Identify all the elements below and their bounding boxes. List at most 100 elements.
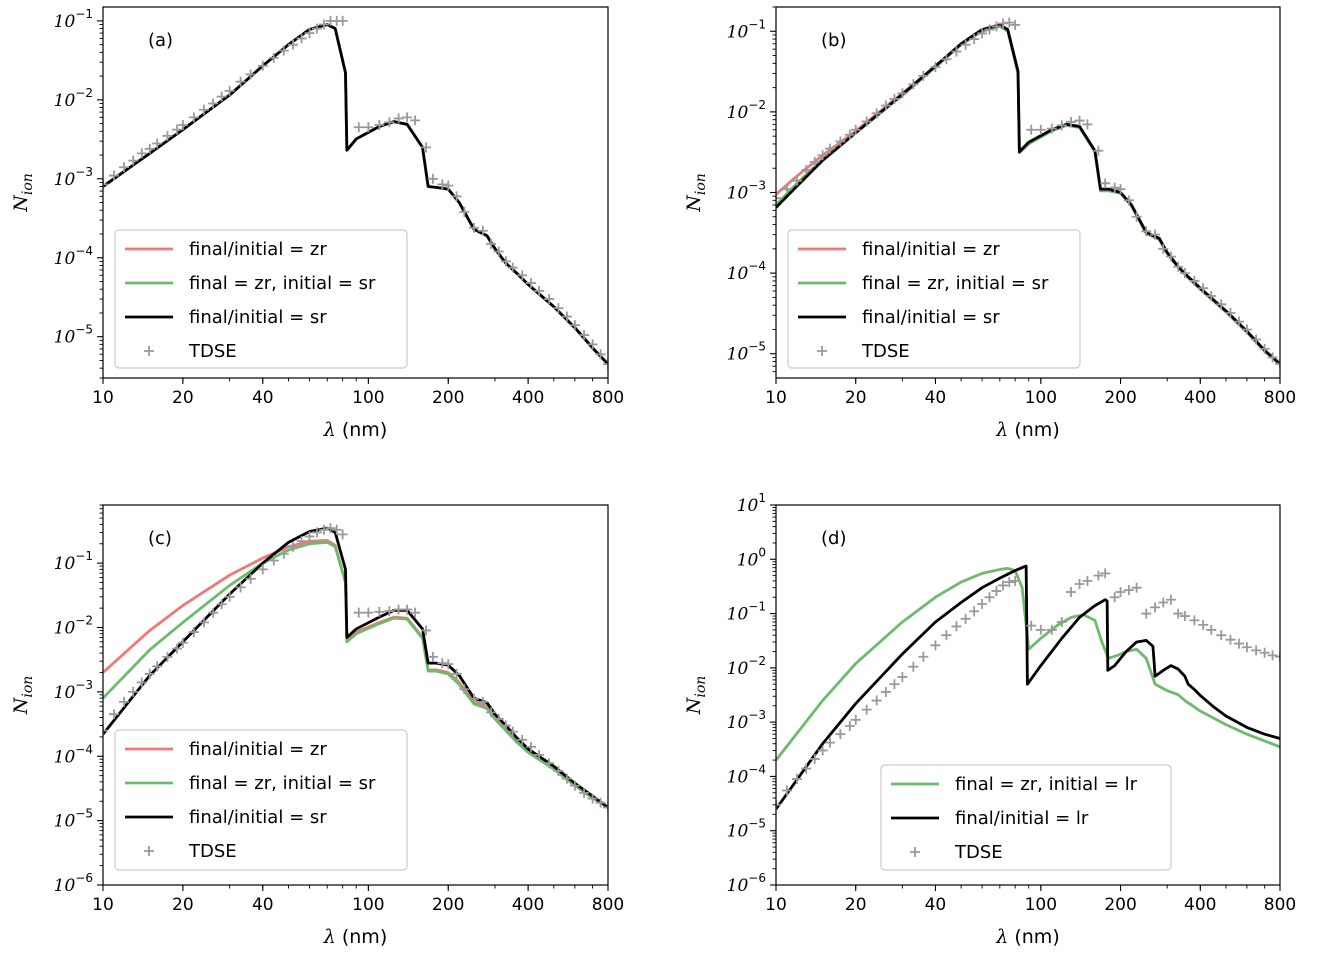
data-point (1100, 178, 1111, 189)
legend-label: final/initial = sr (189, 307, 327, 328)
data-point (579, 330, 590, 341)
data-point (136, 677, 147, 688)
data-point (268, 52, 279, 63)
data-point (801, 165, 812, 176)
data-point (1109, 592, 1120, 603)
legend-box (880, 764, 1172, 871)
data-point (103, 179, 108, 190)
x-tick-label: 200 (432, 388, 464, 408)
y-tick-label: 10−4 (54, 244, 93, 269)
data-point (1115, 184, 1126, 195)
data-point (960, 39, 971, 50)
data-point (603, 802, 608, 813)
x-tick-label: 40 (925, 388, 947, 408)
legend-swatch (144, 346, 154, 356)
data-point (177, 637, 188, 648)
data-point (1035, 624, 1046, 635)
data-point (235, 582, 246, 593)
data-point (304, 28, 315, 39)
legend-label: final/initial = sr (189, 807, 327, 828)
data-point (850, 124, 861, 135)
data-point (1093, 145, 1104, 156)
data-point (1131, 211, 1142, 222)
data-point (1158, 597, 1169, 608)
data-point (384, 606, 395, 617)
data-point (393, 604, 404, 615)
data-point (468, 222, 479, 233)
legend-label: final = zr, initial = lr (955, 774, 1138, 795)
data-point (1233, 316, 1244, 327)
data-point (809, 156, 820, 167)
panel-d: 10 20 40 100 200 400 800 10−6 10−5 10−4 10−3 10−2 10… (683, 491, 1296, 948)
y-tick-label: 10−3 (727, 708, 766, 733)
y-tick-label: 10−3 (54, 165, 93, 190)
data-point (198, 617, 209, 628)
data-point (1206, 624, 1217, 635)
data-point (1150, 602, 1161, 613)
legend-label: TDSE (861, 341, 910, 362)
data-point (216, 599, 227, 610)
data-point (1004, 17, 1015, 28)
y-tick-label: 10−6 (54, 871, 93, 896)
data-point (880, 686, 891, 697)
data-point (960, 613, 971, 624)
data-point (801, 763, 812, 774)
data-point (871, 695, 882, 706)
data-point (500, 256, 511, 267)
data-point (1189, 275, 1200, 286)
x-axis-label: λ (nm) (995, 926, 1059, 948)
data-point (1074, 579, 1085, 590)
series-tdse (776, 568, 1280, 810)
data-point (525, 741, 536, 752)
x-tick-label: 200 (432, 895, 464, 915)
x-tick-label: 100 (352, 388, 384, 408)
data-point (507, 262, 518, 273)
data-point (1267, 352, 1278, 363)
data-point (152, 661, 163, 672)
data-point (897, 88, 908, 99)
data-point (998, 580, 1009, 591)
data-point (1123, 585, 1134, 596)
data-point (991, 586, 1002, 597)
data-point (108, 170, 119, 181)
x-tick-label: 40 (252, 388, 274, 408)
data-point (245, 69, 256, 80)
panel-label: (d) (821, 528, 846, 549)
y-tick-label: 10−4 (727, 762, 766, 787)
data-point (1275, 358, 1280, 369)
data-point (525, 277, 536, 288)
data-point (1216, 630, 1227, 641)
data-point (224, 591, 235, 602)
legend-item-tdse: TDSE (144, 841, 237, 862)
data-point (245, 573, 256, 584)
data-point (941, 54, 952, 65)
legend-label: final = zr, initial = sr (189, 773, 376, 794)
data-point (1206, 291, 1217, 302)
data-point (278, 45, 289, 56)
data-point (287, 39, 298, 50)
data-point (486, 238, 497, 249)
data-point (331, 524, 342, 535)
legend-box (787, 229, 1081, 369)
data-point (162, 651, 173, 662)
data-point (402, 604, 413, 615)
x-tick-label: 400 (1184, 895, 1216, 915)
data-point (835, 729, 846, 740)
data-point (128, 686, 139, 697)
data-point (1010, 575, 1021, 586)
data-point (1150, 229, 1161, 240)
data-point (579, 787, 590, 798)
data-point (817, 745, 828, 756)
series-line (103, 526, 608, 809)
data-point (1165, 251, 1176, 262)
data-point (410, 115, 421, 126)
y-tick-label: 100 (737, 545, 766, 570)
panel-label: (b) (821, 30, 846, 51)
data-point (1100, 568, 1111, 579)
data-point (1056, 616, 1067, 627)
data-point (1267, 650, 1278, 661)
data-point (278, 548, 289, 559)
y-tick-label: 10−1 (727, 17, 766, 42)
y-tick-label: 10−4 (727, 259, 766, 284)
